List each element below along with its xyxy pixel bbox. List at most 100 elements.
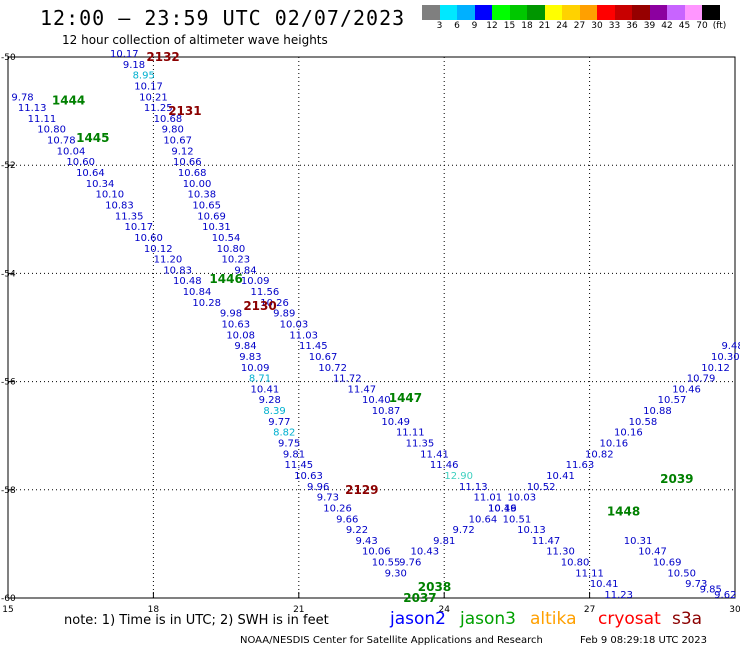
swh-value-label: 10.88 [643, 406, 672, 417]
swh-value-label: 11.47 [532, 536, 561, 547]
swh-value-label: 11.45 [299, 341, 328, 352]
color-swatch [614, 5, 632, 20]
swh-value-label: 9.72 [452, 525, 474, 536]
swh-value-label: 10.09 [241, 363, 270, 374]
swh-value-label: 10.00 [183, 179, 212, 190]
page-subtitle: 12 hour collection of altimeter wave hei… [62, 33, 328, 47]
swh-value-label: 10.12 [701, 363, 730, 374]
color-swatch [702, 5, 720, 20]
map-frame [7, 56, 736, 599]
swh-value-label: 10.41 [590, 579, 619, 590]
swh-value-label: 11.41 [420, 449, 449, 460]
swh-value-label: 10.64 [76, 168, 105, 179]
color-scale-tick: 70 [696, 21, 708, 31]
swh-value-label: 10.46 [672, 384, 701, 395]
lon-tick-label: 21 [293, 605, 304, 615]
swh-value-label: 10.10 [95, 190, 124, 201]
color-swatch [492, 5, 510, 20]
pass-number-label: 2039 [660, 472, 693, 486]
color-scale-bar [422, 5, 720, 20]
swh-value-label: 9.28 [259, 395, 281, 406]
swh-value-label: 10.17 [125, 222, 154, 233]
pass-number-label: 2131 [168, 104, 201, 118]
swh-value-label: 10.47 [638, 547, 667, 558]
swh-value-label: 8.82 [273, 428, 295, 439]
color-scale-tick: 3 [436, 21, 443, 31]
swh-value-label: 9.81 [433, 536, 455, 547]
lat-tick-label: -50 [1, 53, 16, 63]
swh-value-label: 9.77 [268, 417, 290, 428]
swh-value-label: 10.65 [192, 200, 221, 211]
color-scale-tick: (ft) [712, 21, 727, 31]
swh-value-label: 9.73 [317, 493, 339, 504]
swh-value-label: 10.04 [57, 146, 86, 157]
swh-value-label: 10.82 [585, 449, 614, 460]
swh-value-label: 10.06 [362, 547, 391, 558]
swh-value-label: 9.75 [278, 439, 300, 450]
swh-value-label: 9.98 [220, 309, 242, 320]
swh-value-label: 11.56 [251, 287, 280, 298]
lon-tick-label: 15 [2, 605, 13, 615]
swh-value-label: 10.26 [260, 298, 289, 309]
swh-value-label: 10.87 [372, 406, 401, 417]
swh-value-label: 10.30 [711, 352, 740, 363]
swh-value-label: 9.78 [11, 92, 33, 103]
legend-entry-s3a: s3a [672, 609, 703, 629]
swh-value-label: 10.60 [134, 233, 163, 244]
swh-value-label: 10.78 [47, 136, 76, 147]
swh-value-label: 10.68 [178, 168, 207, 179]
pass-number-label: 2037 [403, 591, 436, 605]
swh-value-label: 11.13 [18, 103, 47, 114]
swh-value-label: 10.66 [173, 157, 202, 168]
units-note: note: 1) Time is in UTC; 2) SWH is in fe… [64, 613, 329, 628]
swh-value-label: 10.16 [600, 439, 629, 450]
swh-value-label: 10.69 [653, 558, 682, 569]
swh-value-label: 9.89 [273, 309, 295, 320]
swh-value-label: 10.80 [561, 558, 590, 569]
swh-value-label: 11.25 [144, 103, 173, 114]
color-swatch [439, 5, 457, 20]
swh-value-label: 10.50 [667, 568, 696, 579]
swh-value-label: 9.43 [356, 536, 378, 547]
swh-value-label: 10.83 [163, 265, 192, 276]
swh-value-label: 9.76 [399, 558, 421, 569]
swh-value-label: 10.80 [217, 244, 246, 255]
swh-value-label: 10.79 [687, 374, 716, 385]
swh-value-label: 10.80 [37, 125, 66, 136]
legend-entry-jason3: jason3 [460, 609, 516, 629]
color-swatch [667, 5, 685, 20]
swh-value-label: 9.84 [234, 265, 256, 276]
lon-tick-label: 30 [729, 605, 740, 615]
swh-value-label: 11.11 [575, 568, 604, 579]
swh-value-label: 9.84 [234, 341, 256, 352]
color-swatch [422, 5, 440, 20]
swh-value-label: 9.18 [123, 60, 145, 71]
page-title: 12:00 — 23:59 UTC 02/07/2023 [40, 6, 406, 30]
pass-number-label: 2130 [243, 299, 276, 313]
swh-value-label: 10.49 [381, 417, 410, 428]
swh-value-label: 10.48 [173, 276, 202, 287]
color-swatch [474, 5, 492, 20]
color-scale-tick: 6 [454, 21, 460, 31]
swh-value-label: 10.34 [86, 179, 115, 190]
color-scale-tick: 36 [626, 21, 638, 31]
swh-value-label: 10.28 [192, 298, 221, 309]
swh-value-label: 10.51 [503, 514, 532, 525]
legend-entry-cryosat: cryosat [598, 609, 661, 629]
color-scale-tick: 9 [471, 21, 478, 31]
color-swatch [457, 5, 475, 20]
color-swatch [527, 5, 545, 20]
swh-value-label: 10.52 [527, 482, 556, 493]
swh-value-label: 10.31 [202, 222, 231, 233]
swh-value-label: 10.54 [212, 233, 241, 244]
color-scale-ticks: 3 6 9 12 15 18 21 24 27 30 33 36 39 42 45 70 (ft) [422, 21, 740, 33]
pass-number-label: 1447 [389, 391, 422, 405]
swh-value-label: 10.17 [134, 81, 163, 92]
swh-value-label: 10.60 [66, 157, 95, 168]
swh-value-label: 10.03 [280, 320, 309, 331]
pass-number-label: 1448 [607, 504, 640, 518]
lon-tick-label: 24 [438, 605, 450, 615]
color-scale-tick: 42 [661, 21, 673, 31]
swh-value-label: 8.95 [133, 71, 155, 82]
swh-value-label: 10.13 [517, 525, 546, 536]
